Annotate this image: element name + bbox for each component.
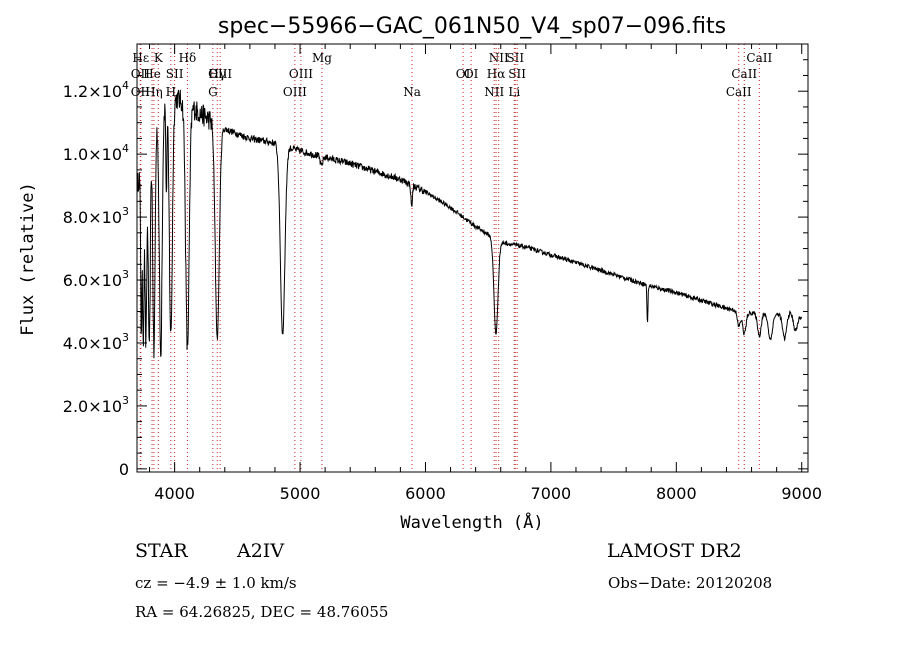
y-tick-label: 1.0×104 (63, 142, 129, 164)
line-marker-label: NII (484, 85, 504, 99)
x-tick-label: 8000 (656, 484, 697, 503)
line-marker-label: Hγ (208, 67, 226, 81)
y-tick-label: 4.0×103 (63, 331, 129, 353)
observation-date: Obs−Date: 20120208 (608, 574, 773, 592)
survey-name: LAMOST DR2 (607, 540, 742, 562)
line-marker-label: OIII (289, 67, 313, 81)
y-axis-ticks: 0 2.0×103 4.0×103 6.0×103 8.0×103 1.0×104 1.2×… (63, 59, 808, 479)
line-marker-label: OIII (208, 67, 232, 81)
line-marker-label: Na (403, 85, 421, 99)
y-tick-label: 2.0×103 (63, 394, 129, 416)
line-marker-label: Li (508, 85, 520, 99)
line-marker-label: CaII (731, 67, 757, 81)
x-tick-label: 6000 (405, 484, 446, 503)
y-tick-label: 1.2×104 (63, 79, 129, 101)
line-marker-label: OI (456, 67, 471, 81)
line-marker-label: Hη (145, 85, 163, 99)
x-axis-ticks: 4000 5000 6000 7000 8000 9000 (149, 44, 822, 503)
object-class: STAR (135, 540, 188, 562)
line-marker-label: OI (464, 67, 479, 81)
line-marker-label: K (154, 51, 164, 65)
line-marker-label: Hε (132, 51, 149, 65)
line-marker-label: Hδ (179, 51, 197, 65)
y-tick-label: 8.0×103 (63, 205, 129, 227)
line-marker-label: CaII (746, 51, 772, 65)
line-marker-label: G (208, 85, 218, 99)
x-tick-label: 5000 (280, 484, 321, 503)
object-subclass: A2IV (237, 540, 285, 562)
line-marker-label: CaII (726, 85, 752, 99)
line-marker-label: SII (506, 51, 524, 65)
chart-title: spec−55966−GAC_061N50_V4_sp07−096.fits (218, 14, 726, 39)
x-tick-label: 7000 (531, 484, 572, 503)
line-marker-label: SII (508, 67, 526, 81)
y-tick-label: 0 (119, 460, 129, 479)
line-marker-label: NII (489, 51, 509, 65)
coordinates: RA = 64.26825, DEC = 48.76055 (135, 603, 389, 621)
x-axis-label: Wavelength (Å) (400, 511, 543, 533)
line-marker-label: OII (131, 85, 151, 99)
y-axis-label: Flux (relative) (18, 182, 38, 336)
line-marker-label: OII (131, 67, 151, 81)
line-marker-label: Mg (312, 51, 332, 65)
line-marker-label: Hα (487, 67, 506, 81)
redshift-cz: cz = −4.9 ± 1.0 km/s (135, 574, 297, 592)
line-marker-label: SII (166, 67, 184, 81)
x-tick-label: 4000 (154, 484, 195, 503)
spectrum-line (136, 89, 802, 359)
x-tick-label: 9000 (781, 484, 822, 503)
plot-frame (136, 43, 809, 473)
line-marker-label: H (166, 85, 176, 99)
line-marker-label: He (143, 67, 161, 81)
line-marker-label: OIII (283, 85, 307, 99)
y-tick-label: 6.0×103 (63, 268, 129, 290)
